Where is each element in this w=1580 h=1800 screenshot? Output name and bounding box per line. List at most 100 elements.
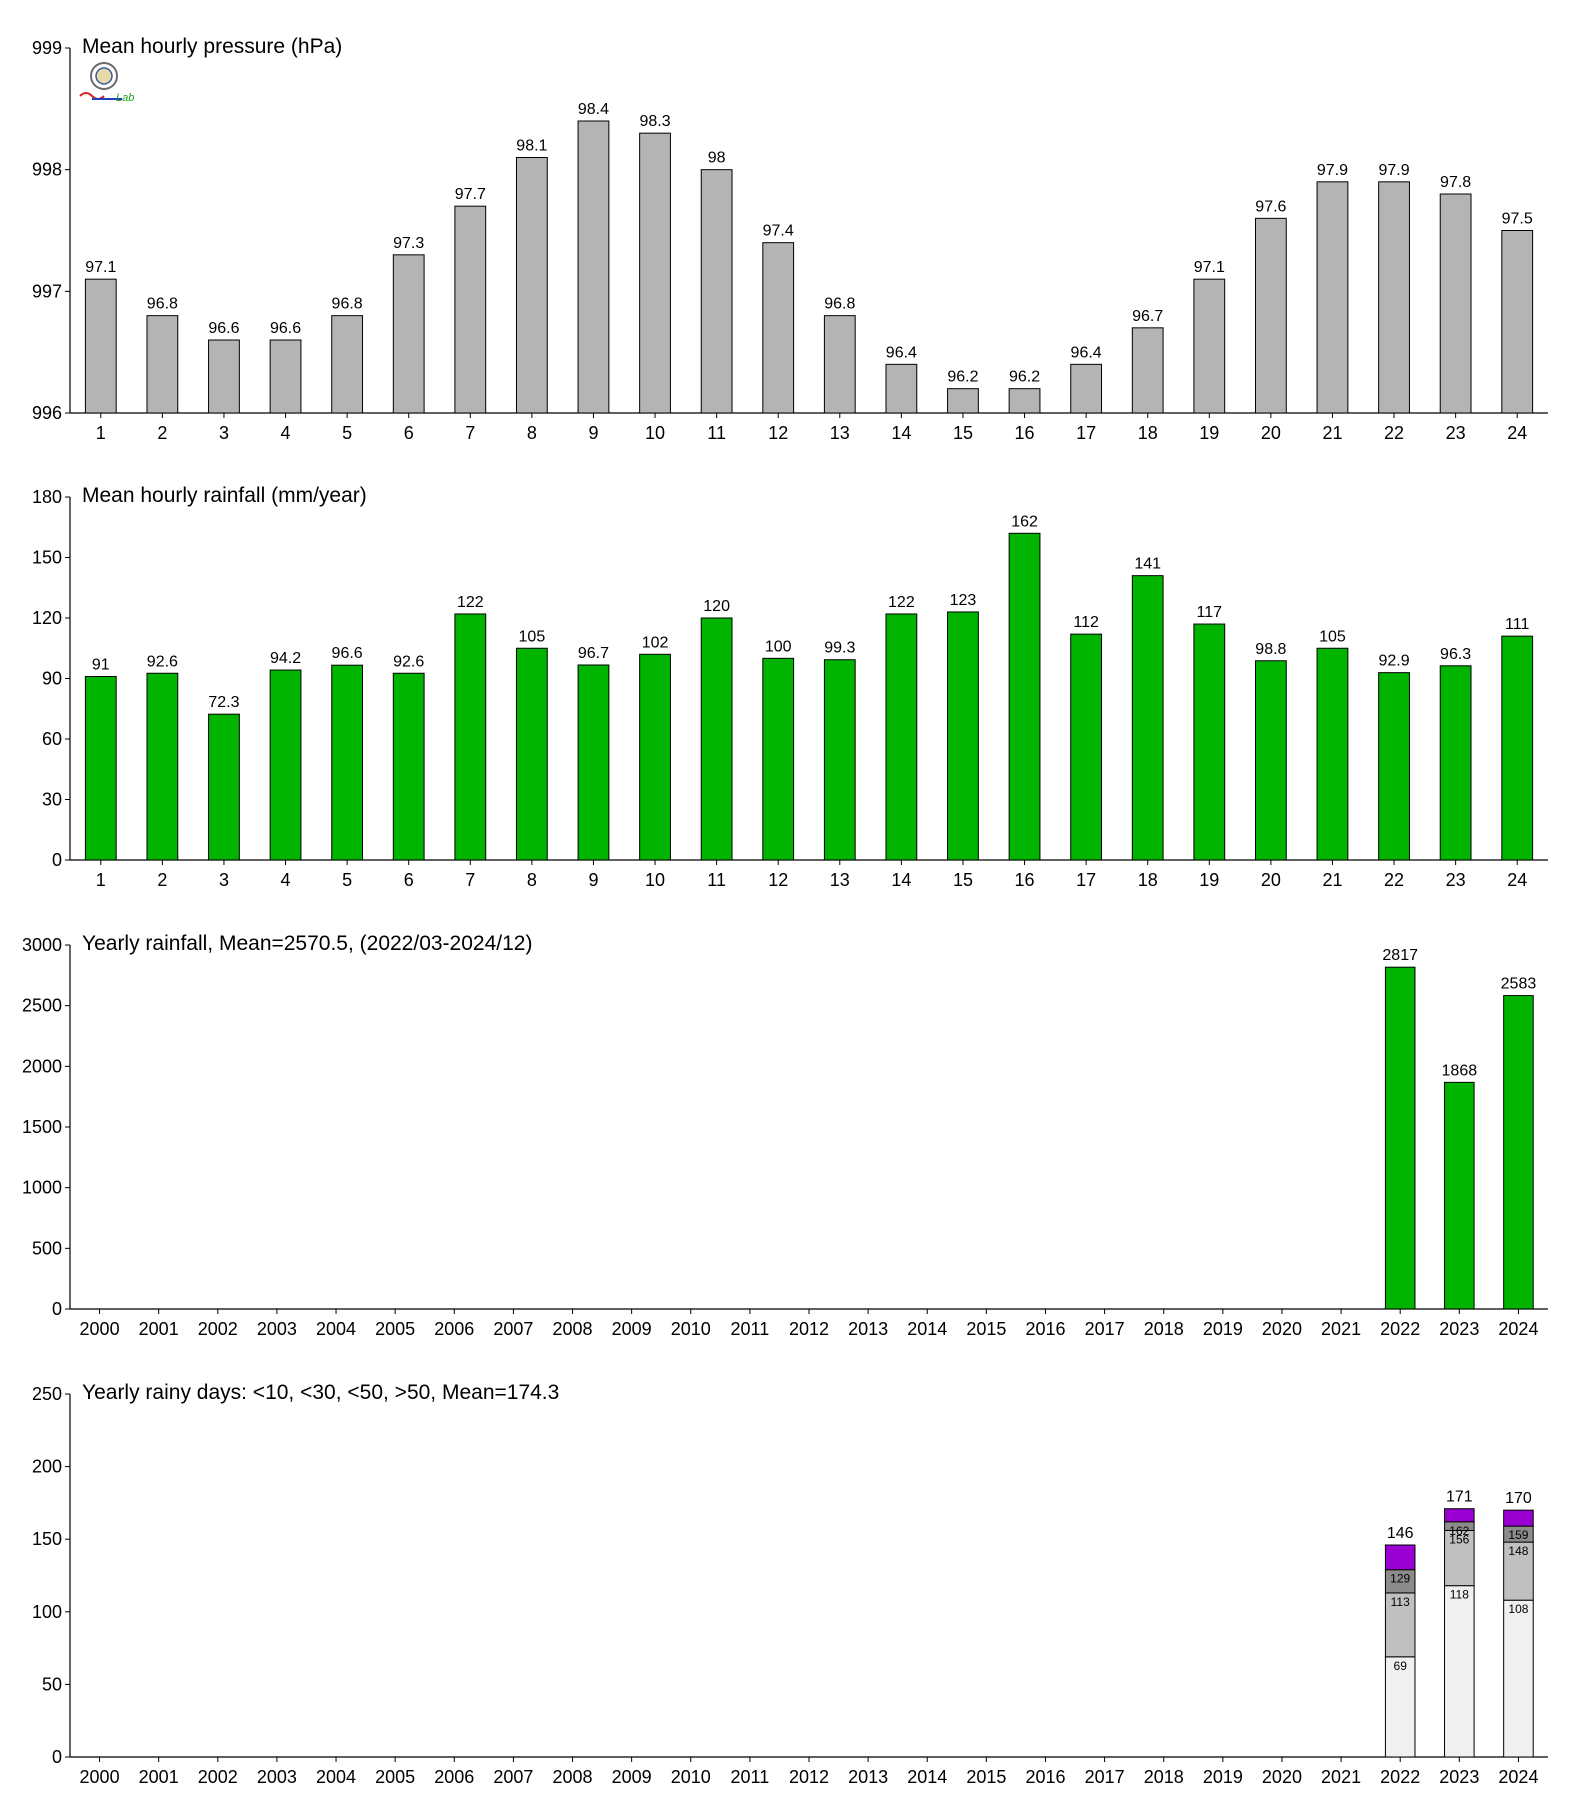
bar-value-label: 92.9	[1378, 653, 1409, 670]
x-tick-label: 20	[1261, 423, 1281, 443]
bar-value-label: 97.9	[1378, 162, 1409, 179]
bar-value-label: 96.4	[1071, 344, 1102, 361]
x-tick-label: 2004	[316, 1319, 356, 1339]
x-tick-label: 18	[1138, 423, 1158, 443]
bar	[947, 388, 979, 414]
x-tick-label: 5	[342, 423, 352, 443]
bar-value-label: 100	[765, 638, 792, 655]
x-tick-label: 2001	[139, 1319, 179, 1339]
x-tick-label: 11	[707, 423, 726, 443]
bar	[1070, 363, 1103, 414]
stack-total-label: 170	[1505, 1490, 1532, 1507]
bar	[1378, 181, 1410, 414]
x-tick-label: 2003	[257, 1319, 297, 1339]
x-tick-label: 15	[953, 870, 973, 890]
bar-value-label: 92.6	[393, 653, 424, 670]
x-tick-label: 2010	[671, 1767, 711, 1787]
x-tick-label: 16	[1015, 423, 1035, 443]
x-tick-label: 2009	[612, 1319, 652, 1339]
bar-value-label: 96.2	[947, 369, 978, 386]
x-tick-label: 2007	[493, 1767, 533, 1787]
bar-value-label: 96.3	[1440, 646, 1471, 663]
x-tick-label: 2018	[1144, 1319, 1184, 1339]
bar	[1008, 388, 1041, 414]
y-tick-label: 996	[32, 403, 62, 423]
x-tick-label: 18	[1138, 870, 1158, 890]
x-tick-label: 24	[1507, 870, 1527, 890]
bar	[84, 278, 117, 414]
stack-total-label: 146	[1387, 1525, 1414, 1542]
bar-value-label: 97.1	[85, 259, 116, 276]
y-tick-label: 3000	[22, 935, 62, 955]
bar	[1008, 532, 1041, 861]
x-tick-label: 2004	[316, 1767, 356, 1787]
y-tick-label: 250	[32, 1384, 62, 1404]
x-tick-label: 2012	[789, 1319, 829, 1339]
bar-value-label: 96.8	[147, 296, 178, 313]
x-tick-label: 1	[96, 870, 106, 890]
x-tick-label: 2021	[1321, 1767, 1361, 1787]
bar-value-label: 2817	[1382, 947, 1418, 964]
chart-title: Yearly rainfall, Mean=2570.5, (2022/03-2…	[82, 932, 532, 955]
bar	[515, 647, 548, 861]
bar	[823, 659, 856, 861]
x-tick-label: 2020	[1262, 1319, 1302, 1339]
bar-value-label: 120	[703, 598, 730, 615]
x-tick-label: 21	[1322, 870, 1342, 890]
stack-segment	[1503, 1509, 1534, 1527]
stack-segment-label: 129	[1390, 1572, 1410, 1586]
x-tick-label: 2013	[848, 1319, 888, 1339]
x-tick-label: 2018	[1144, 1767, 1184, 1787]
x-tick-label: 7	[465, 870, 475, 890]
y-tick-label: 2000	[22, 1056, 62, 1076]
x-tick-label: 8	[527, 423, 537, 443]
bar-value-label: 122	[888, 594, 915, 611]
bar-value-label: 98.3	[639, 113, 670, 130]
bar	[146, 672, 179, 861]
y-tick-label: 60	[42, 729, 62, 749]
bar	[700, 617, 733, 861]
bar-value-label: 111	[1505, 616, 1529, 633]
bar-value-label: 112	[1073, 614, 1099, 631]
bar	[146, 315, 179, 414]
bar	[700, 169, 733, 414]
bar	[392, 254, 425, 414]
bar-value-label: 105	[1319, 628, 1346, 645]
stack-segment-label: 108	[1508, 1602, 1528, 1616]
y-tick-label: 150	[32, 1529, 62, 1549]
bar-value-label: 91	[92, 656, 110, 673]
bar	[639, 132, 671, 414]
logo-seal-inner	[95, 67, 113, 85]
bar	[454, 613, 487, 861]
x-tick-label: 14	[891, 870, 911, 890]
bar-value-label: 105	[519, 628, 546, 645]
x-tick-label: 2016	[1025, 1319, 1065, 1339]
bar-value-label: 102	[642, 634, 669, 651]
x-tick-label: 7	[465, 423, 475, 443]
bar	[1254, 217, 1287, 414]
bar	[1444, 1081, 1475, 1310]
bar-value-label: 141	[1134, 556, 1161, 573]
x-tick-label: 2010	[671, 1319, 711, 1339]
stack-segment	[1444, 1585, 1475, 1758]
chart-title: Yearly rainy days: <10, <30, <50, >50, M…	[82, 1381, 559, 1404]
bar-value-label: 92.6	[147, 653, 178, 670]
x-tick-label: 4	[281, 870, 291, 890]
x-tick-label: 23	[1446, 423, 1466, 443]
x-tick-label: 2002	[198, 1767, 238, 1787]
bar	[577, 664, 610, 861]
x-tick-label: 22	[1384, 423, 1404, 443]
bar-value-label: 97.7	[455, 186, 486, 203]
x-tick-label: 8	[527, 870, 537, 890]
bar	[269, 669, 302, 861]
x-tick-label: 2011	[731, 1767, 770, 1787]
bar-value-label: 98.1	[516, 138, 547, 155]
x-tick-label: 2013	[848, 1767, 888, 1787]
x-tick-label: 2	[157, 423, 167, 443]
bar-value-label: 72.3	[208, 694, 239, 711]
bar-value-label: 1868	[1442, 1062, 1478, 1079]
bar	[1439, 193, 1472, 414]
bar	[1131, 327, 1164, 414]
x-tick-label: 10	[645, 870, 665, 890]
